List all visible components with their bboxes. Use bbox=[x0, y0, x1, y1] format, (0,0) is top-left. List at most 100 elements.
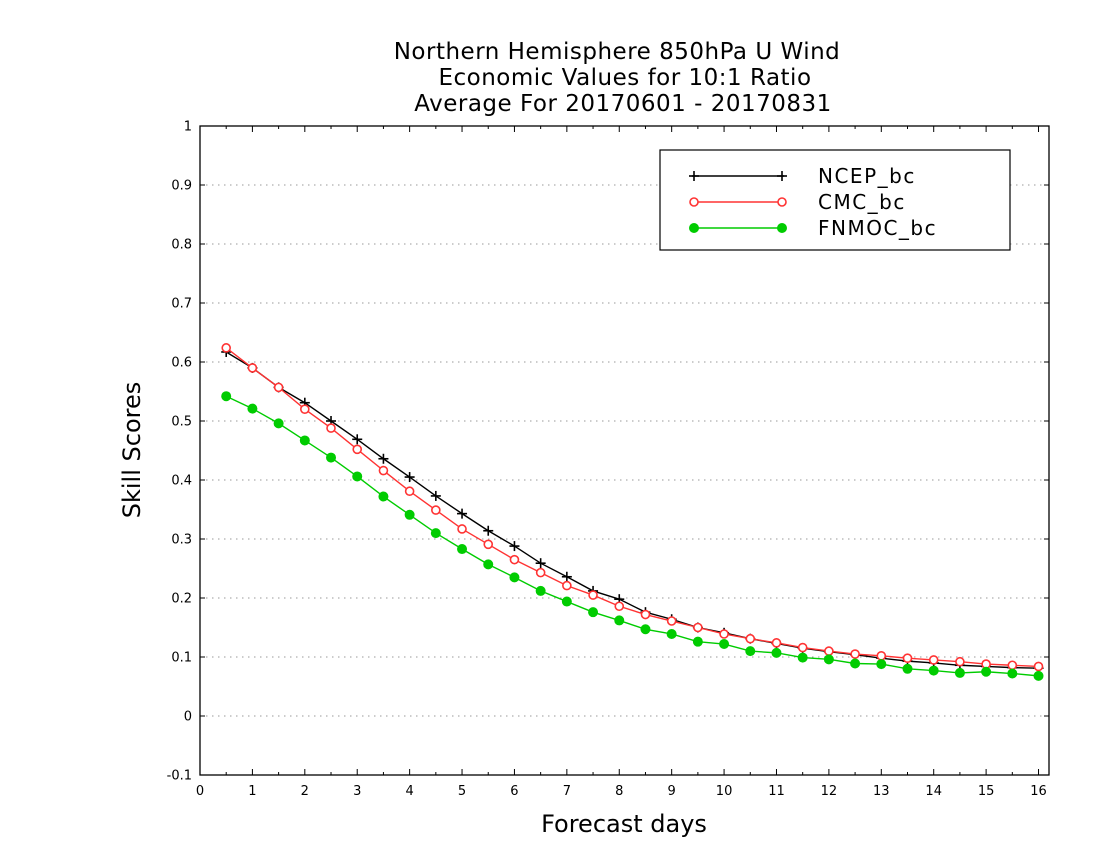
data-point-cmc-bc bbox=[300, 404, 310, 415]
data-point-cmc-bc bbox=[483, 539, 494, 550]
data-point-fnmoc-bc bbox=[771, 647, 782, 658]
gridlines bbox=[200, 184, 1049, 717]
data-point-fnmoc-bc bbox=[404, 509, 415, 520]
data-point-cmc-bc bbox=[614, 601, 625, 612]
data-point-cmc-bc bbox=[693, 622, 703, 633]
x-tick-label: 8 bbox=[615, 784, 623, 799]
x-tick-label: 9 bbox=[668, 784, 676, 799]
data-series bbox=[221, 343, 1044, 681]
x-axis-label: Forecast days bbox=[541, 810, 707, 838]
legend-marker-cmc-bc bbox=[689, 197, 699, 207]
data-point-fnmoc-bc bbox=[614, 615, 625, 626]
x-tick-label: 2 bbox=[301, 784, 309, 799]
data-point-fnmoc-bc bbox=[247, 403, 258, 414]
title-line-2: Economic Values for 10:1 Ratio bbox=[438, 65, 811, 91]
x-tick-label: 5 bbox=[458, 784, 466, 799]
data-point-fnmoc-bc bbox=[850, 658, 861, 669]
data-point-fnmoc-bc bbox=[509, 572, 520, 583]
data-point-fnmoc-bc bbox=[1007, 668, 1018, 679]
legend-entry-cmc-bc: CMC_bc bbox=[689, 190, 904, 214]
data-point-ncep-bc bbox=[509, 541, 520, 552]
data-point-fnmoc-bc bbox=[1033, 670, 1044, 681]
x-tick-label: 16 bbox=[1030, 784, 1047, 799]
data-point-fnmoc-bc bbox=[561, 596, 572, 607]
data-point-cmc-bc bbox=[955, 656, 965, 667]
data-point-cmc-bc bbox=[562, 580, 572, 591]
y-tick-label: 0.5 bbox=[171, 415, 192, 430]
y-tick-label: 0.8 bbox=[171, 238, 192, 253]
legend-entry-fnmoc-bc: FNMOC_bc bbox=[689, 216, 937, 240]
data-point-cmc-bc bbox=[850, 649, 860, 659]
data-point-ncep-bc bbox=[430, 490, 441, 501]
x-tick-label: 14 bbox=[925, 784, 942, 799]
legend-marker-ncep-bc bbox=[777, 171, 787, 181]
series-fnmoc-bc bbox=[221, 391, 1044, 681]
data-point-ncep-bc bbox=[483, 525, 494, 536]
data-point-cmc-bc bbox=[352, 444, 363, 455]
data-point-fnmoc-bc bbox=[928, 665, 939, 676]
data-point-ncep-bc bbox=[404, 472, 415, 483]
data-point-ncep-bc bbox=[378, 453, 389, 464]
axis-ticks: -0.100.10.20.30.40.50.60.70.80.910 1 2 3 4 5 6… bbox=[167, 120, 1049, 799]
data-point-cmc-bc bbox=[876, 651, 887, 661]
data-point-fnmoc-bc bbox=[221, 391, 232, 402]
data-point-fnmoc-bc bbox=[876, 659, 887, 670]
data-point-cmc-bc bbox=[378, 465, 389, 476]
data-point-cmc-bc bbox=[797, 642, 808, 653]
y-axis-label: Skill Scores bbox=[118, 382, 146, 519]
data-point-fnmoc-bc bbox=[299, 435, 310, 446]
data-point-cmc-bc bbox=[666, 616, 677, 626]
series-line-fnmoc-bc bbox=[225, 395, 1039, 677]
x-tick-label: 7 bbox=[563, 784, 571, 799]
y-tick-label: 0 bbox=[184, 710, 192, 725]
legend-label-fnmoc-bc: FNMOC_bc bbox=[818, 216, 937, 240]
x-tick-label: 12 bbox=[821, 784, 838, 799]
data-point-fnmoc-bc bbox=[588, 607, 599, 618]
data-point-ncep-bc bbox=[457, 508, 468, 519]
x-tick-label: 6 bbox=[510, 784, 518, 799]
y-tick-label: 0.6 bbox=[171, 356, 192, 371]
plot-frame bbox=[199, 125, 1050, 776]
data-point-cmc-bc bbox=[1007, 660, 1018, 671]
y-tick-label: 1 bbox=[184, 120, 192, 135]
data-point-ncep-bc bbox=[352, 434, 363, 445]
data-point-ncep-bc bbox=[535, 558, 546, 569]
legend-box bbox=[659, 149, 1011, 251]
y-tick-label: 0.1 bbox=[171, 651, 192, 666]
data-point-cmc-bc bbox=[588, 590, 598, 600]
series-line-ncep-bc bbox=[225, 351, 1039, 669]
data-point-fnmoc-bc bbox=[326, 452, 337, 463]
x-tick-label: 13 bbox=[873, 784, 890, 799]
data-point-fnmoc-bc bbox=[981, 666, 992, 677]
data-point-fnmoc-bc bbox=[797, 652, 808, 663]
data-point-fnmoc-bc bbox=[719, 639, 730, 650]
data-point-fnmoc-bc bbox=[692, 636, 703, 647]
legend-marker-cmc-bc bbox=[777, 197, 787, 207]
x-tick-label: 4 bbox=[405, 784, 413, 799]
data-point-fnmoc-bc bbox=[457, 544, 468, 555]
x-tick-label: 10 bbox=[716, 784, 733, 799]
data-point-cmc-bc bbox=[535, 567, 546, 578]
x-tick-label: 0 bbox=[196, 784, 204, 799]
y-tick-label: 0.3 bbox=[171, 533, 192, 548]
data-point-fnmoc-bc bbox=[823, 654, 834, 665]
data-point-cmc-bc bbox=[273, 382, 284, 393]
data-point-cmc-bc bbox=[1033, 661, 1044, 672]
x-tick-label: 11 bbox=[768, 784, 785, 799]
y-tick-label: 0.4 bbox=[171, 474, 192, 489]
data-point-fnmoc-bc bbox=[902, 663, 913, 674]
data-point-cmc-bc bbox=[771, 638, 782, 648]
x-tick-label: 1 bbox=[248, 784, 256, 799]
data-point-cmc-bc bbox=[824, 646, 834, 656]
data-point-cmc-bc bbox=[745, 633, 756, 644]
data-point-cmc-bc bbox=[928, 655, 939, 665]
data-point-fnmoc-bc bbox=[273, 418, 284, 429]
data-point-cmc-bc bbox=[247, 363, 258, 373]
data-point-fnmoc-bc bbox=[640, 624, 651, 635]
data-point-cmc-bc bbox=[719, 629, 729, 639]
legend-marker-fnmoc-bc bbox=[689, 223, 699, 233]
title-line-1: Northern Hemisphere 850hPa U Wind bbox=[394, 39, 841, 65]
data-point-cmc-bc bbox=[221, 343, 232, 353]
